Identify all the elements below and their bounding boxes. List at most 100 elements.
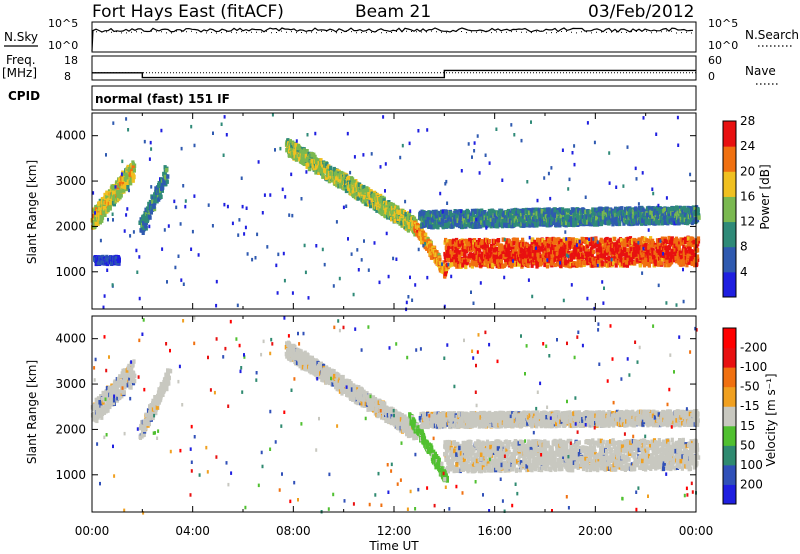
echo-cell: [695, 244, 699, 249]
echo-cell: [536, 222, 540, 227]
echo-cell: [484, 257, 488, 262]
echo-cell: [163, 174, 167, 180]
echo-cell: [547, 252, 551, 257]
echo-cell: [458, 223, 462, 229]
echo-cell: [524, 212, 528, 218]
echo-cell: [94, 204, 98, 210]
echo-cell: [442, 214, 447, 220]
echo-cell: [591, 213, 595, 218]
echo-cell: [501, 237, 505, 242]
echo-cell: [370, 200, 374, 206]
echo-cell: [475, 224, 479, 229]
echo-cell: [648, 251, 653, 256]
echo-cell: [407, 215, 411, 220]
echo-cell: [346, 176, 350, 182]
echo-cell: [443, 222, 447, 228]
echo-cell: [288, 139, 292, 144]
echo-cell: [431, 252, 435, 257]
echo-cell: [543, 240, 547, 245]
echo-cell: [126, 185, 130, 190]
echo-cell: [520, 242, 524, 248]
noise-right-tick-top: 10^5: [708, 17, 738, 30]
echo-cell: [96, 255, 100, 260]
noise-sky-trace: [91, 27, 694, 52]
echo-cell: [550, 246, 554, 252]
echo-cell: [375, 192, 379, 198]
echo-cell: [476, 243, 481, 248]
echo-cell: [562, 218, 566, 224]
echo-cell: [516, 209, 521, 214]
echo-cell: [546, 248, 550, 253]
echo-cell: [344, 188, 348, 194]
echo-cell: [517, 214, 521, 219]
echo-cell: [119, 189, 123, 194]
echo-cell: [514, 245, 518, 251]
echo-cell: [519, 245, 523, 250]
echo-cell: [315, 165, 319, 170]
date-label: 03/Feb/2012: [588, 2, 694, 22]
echo-cell: [656, 262, 660, 267]
echo-cell: [473, 256, 477, 261]
echo-cell: [146, 208, 150, 213]
echo-cell: [110, 198, 114, 204]
echo-cell: [475, 242, 479, 247]
noise-search-label: N.Search: [745, 28, 799, 42]
echo-cell: [152, 204, 156, 209]
echo-cell: [519, 253, 523, 259]
echo-cell: [132, 174, 136, 180]
echo-cell: [524, 247, 528, 252]
echo-cell: [445, 239, 449, 244]
echo-cell: [102, 206, 106, 211]
echo-cell: [551, 209, 555, 214]
echo-cell: [313, 154, 317, 160]
echo-cell: [382, 198, 386, 203]
echo-cell: [568, 237, 572, 242]
echo-cell: [485, 223, 489, 229]
echo-cell: [441, 209, 445, 214]
echo-cell: [507, 238, 511, 244]
echo-cell: [585, 214, 589, 219]
echo-cell: [540, 209, 544, 214]
power-echo-layer: [90, 113, 701, 312]
echo-cell: [428, 224, 432, 229]
echo-cell: [131, 178, 135, 183]
echo-cell: [537, 257, 542, 262]
echo-cell: [622, 252, 626, 257]
echo-cell: [478, 248, 482, 253]
echo-cell: [458, 256, 462, 262]
echo-cell: [677, 245, 681, 250]
echo-cell: [566, 239, 570, 245]
echo-cell: [379, 193, 383, 199]
echo-cell: [635, 238, 639, 243]
echo-cell: [151, 199, 155, 204]
echo-cell: [541, 242, 546, 248]
echo-cell: [446, 242, 450, 247]
echo-cell: [674, 256, 678, 261]
echo-cell: [591, 257, 595, 262]
echo-cell: [557, 215, 561, 221]
echo-cell: [596, 252, 600, 257]
echo-cell: [437, 220, 442, 225]
echo-cell: [423, 233, 427, 238]
echo-cell: [576, 208, 580, 214]
echo-cell: [318, 165, 322, 170]
echo-cell: [429, 212, 433, 217]
echo-cell: [529, 215, 533, 221]
echo-cell: [630, 257, 634, 262]
echo-cell: [117, 255, 121, 261]
echo-cell: [600, 257, 604, 263]
echo-cell: [597, 259, 601, 265]
echo-cell: [663, 248, 667, 253]
echo-cell: [450, 222, 454, 227]
echo-cell: [290, 151, 294, 156]
echo-cell: [608, 256, 612, 262]
echo-cell: [607, 262, 611, 268]
echo-cell: [580, 245, 584, 250]
echo-cell: [565, 215, 570, 220]
echo-cell: [296, 145, 300, 151]
echo-cell: [568, 263, 572, 269]
echo-cell: [478, 257, 482, 262]
echo-cell: [568, 244, 572, 249]
echo-cell: [563, 249, 567, 254]
